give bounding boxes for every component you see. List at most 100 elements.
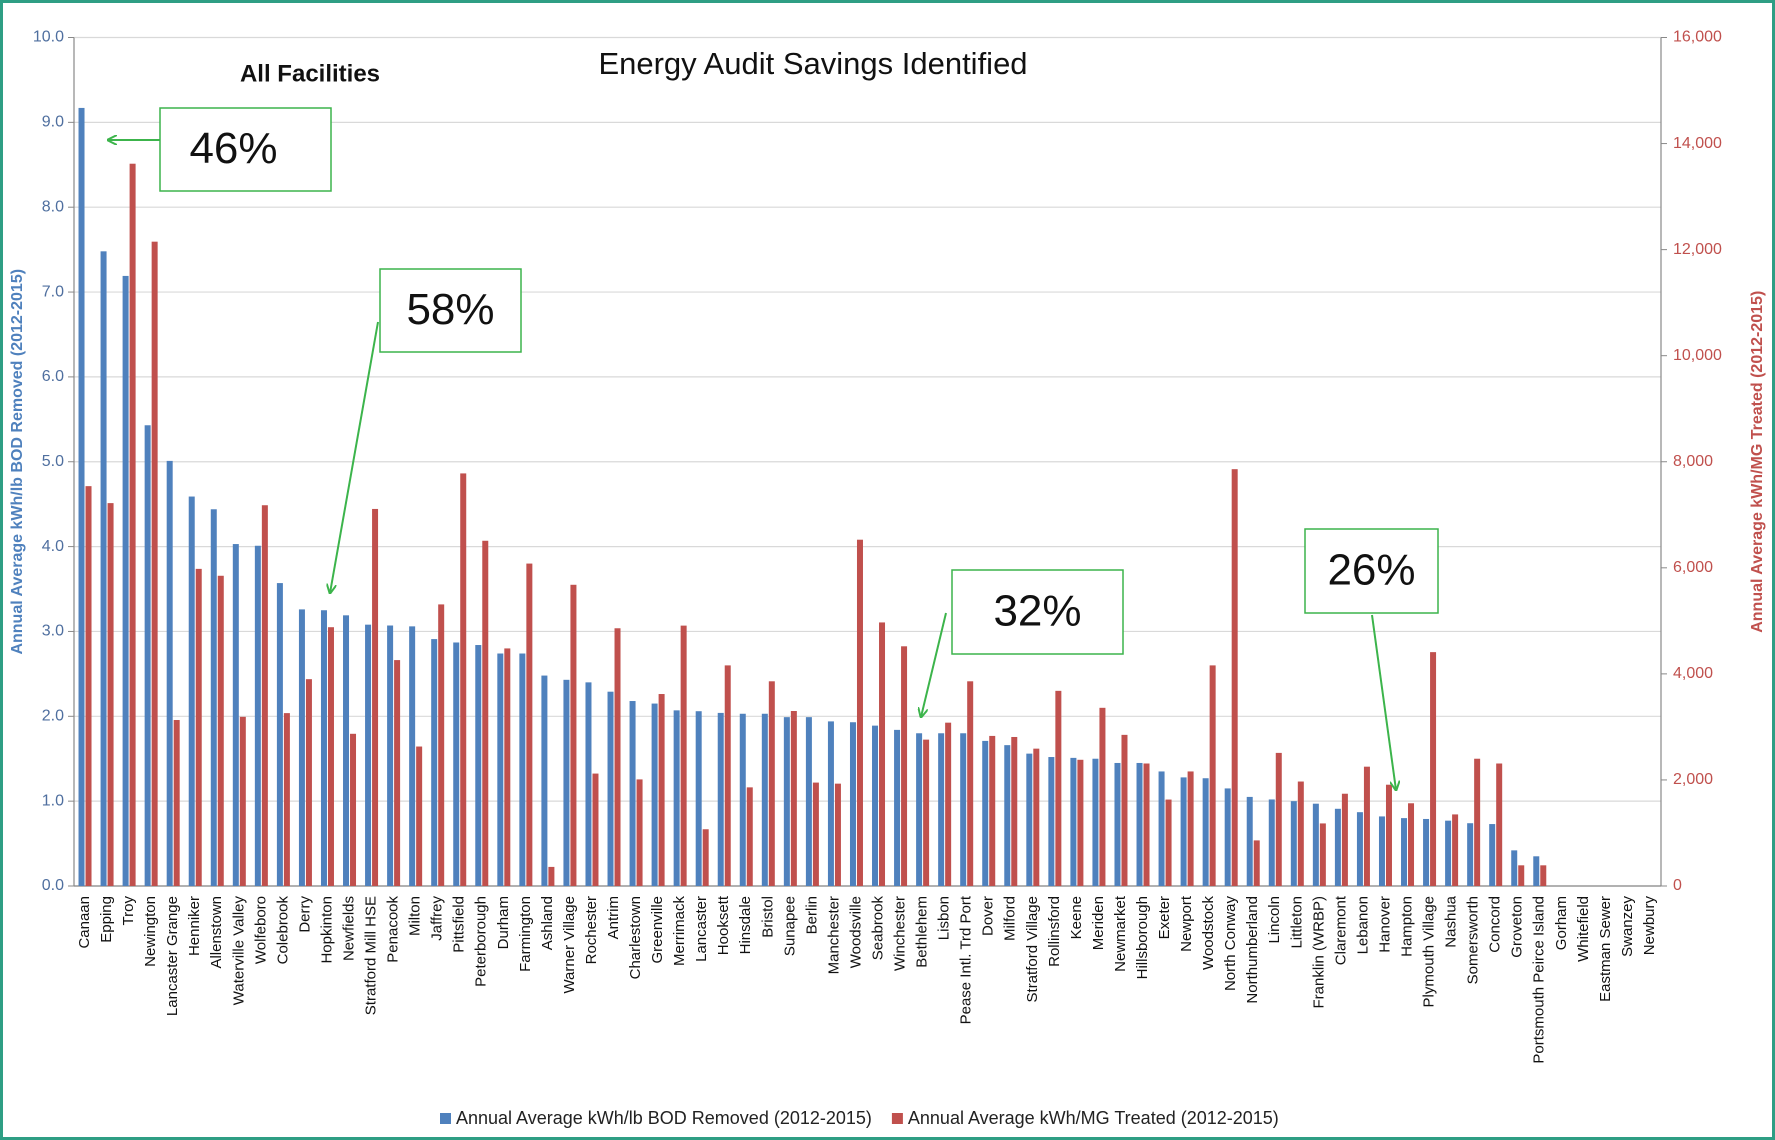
- bar: [387, 625, 394, 886]
- bar: [365, 624, 372, 886]
- x-tick-label: Lancaster Grange: [164, 896, 181, 1016]
- bar: [261, 505, 268, 886]
- bar: [1187, 771, 1194, 886]
- bar: [746, 787, 753, 886]
- x-tick-label: Northumberland: [1244, 896, 1261, 1004]
- x-tick-label: Milton: [407, 896, 424, 936]
- y2-tick-label: 2,000: [1673, 771, 1713, 788]
- bar: [1202, 778, 1209, 886]
- bar: [1518, 865, 1525, 886]
- y2-tick-label: 16,000: [1673, 29, 1722, 46]
- x-tick-label: Lancaster: [693, 896, 710, 962]
- bar: [1275, 752, 1282, 886]
- bar: [614, 628, 621, 886]
- bar: [695, 711, 702, 886]
- annotation-box: [379, 268, 522, 353]
- bar: [1334, 808, 1341, 886]
- bar: [901, 646, 908, 886]
- bar: [166, 460, 173, 886]
- annotation-text: 32%: [993, 587, 1081, 636]
- x-tick-label: Groveton: [1509, 896, 1526, 958]
- bar: [482, 540, 489, 886]
- bar: [1268, 799, 1275, 886]
- bar: [1026, 753, 1033, 886]
- x-tick-label: Keene: [1068, 896, 1085, 939]
- bar: [1511, 850, 1518, 886]
- x-tick-label: Seabrook: [869, 896, 886, 961]
- bar: [1445, 820, 1452, 886]
- y2-tick-label: 14,000: [1673, 135, 1722, 152]
- bar: [1378, 816, 1385, 886]
- bar: [680, 625, 687, 886]
- bar: [894, 729, 901, 886]
- bar: [548, 866, 555, 886]
- bar: [276, 583, 283, 886]
- y-tick-label: 5.0: [42, 453, 64, 470]
- x-tick-label: Pittsfield: [451, 896, 468, 953]
- x-tick-label: Derry: [296, 896, 313, 933]
- x-tick-label: Jaffrey: [429, 896, 446, 941]
- x-tick-label: Hinsdale: [737, 896, 754, 954]
- x-tick-label: Newport: [1178, 895, 1195, 952]
- bar: [1489, 824, 1496, 886]
- bar: [1408, 803, 1415, 886]
- x-tick-label: Lincoln: [1266, 896, 1283, 944]
- x-tick-label: Bethlehem: [914, 896, 931, 968]
- x-tick-label: Warner Village: [561, 896, 578, 994]
- bar: [916, 733, 923, 886]
- x-tick-label: Lebanon: [1354, 896, 1371, 954]
- bar: [526, 563, 533, 886]
- bar: [923, 739, 930, 886]
- bar: [409, 626, 416, 886]
- y-tick-label: 10.0: [33, 29, 64, 46]
- bar: [570, 584, 577, 886]
- y-tick-label: 9.0: [42, 114, 64, 131]
- x-tick-label: Penacook: [385, 896, 402, 963]
- x-tick-label: Newington: [142, 896, 159, 967]
- bar: [453, 642, 460, 886]
- bar: [320, 610, 327, 886]
- x-tick-label: Wolfeboro: [252, 896, 269, 964]
- bar: [834, 783, 841, 886]
- bar: [1209, 665, 1216, 886]
- y-tick-label: 1.0: [42, 792, 64, 809]
- bar: [305, 679, 312, 886]
- bar: [188, 496, 195, 886]
- bar: [768, 681, 775, 886]
- legend-label: Annual Average kWh/MG Treated (2012-2015…: [908, 1108, 1279, 1128]
- x-tick-label: Gorham: [1553, 896, 1570, 950]
- y-tick-label: 6.0: [42, 368, 64, 385]
- bar: [673, 710, 680, 886]
- chart-subtitle: All Facilities: [240, 60, 380, 87]
- annotation-text: 46%: [189, 124, 277, 173]
- bar: [724, 665, 731, 886]
- x-tick-label: Charlestown: [627, 896, 644, 979]
- x-tick-label: Colebrook: [274, 896, 291, 965]
- bar: [327, 627, 334, 886]
- y2-tick-label: 0: [1673, 877, 1682, 894]
- legend-swatch: [891, 1113, 903, 1124]
- bar: [100, 251, 107, 886]
- bar: [1121, 734, 1128, 886]
- bar: [812, 782, 819, 886]
- bar: [122, 275, 129, 887]
- x-tick-label: Peterborough: [473, 896, 490, 987]
- bar: [1496, 763, 1503, 886]
- bar: [1474, 758, 1481, 886]
- x-tick-label: Franklin (WRBP): [1310, 896, 1327, 1009]
- bar: [879, 622, 886, 886]
- legend-swatch: [440, 1113, 451, 1124]
- bar: [938, 733, 945, 886]
- bar: [982, 740, 989, 886]
- bar: [636, 779, 643, 886]
- x-tick-label: Henniker: [186, 896, 203, 956]
- bar: [702, 829, 709, 886]
- bar: [1004, 745, 1011, 886]
- x-tick-label: Eastman Sewer: [1597, 896, 1614, 1002]
- bar: [372, 508, 379, 886]
- x-tick-label: Stratford Mill HSE: [363, 896, 380, 1015]
- annotation-box: [159, 107, 332, 192]
- y-tick-label: 0.0: [42, 877, 64, 894]
- bar: [173, 720, 180, 886]
